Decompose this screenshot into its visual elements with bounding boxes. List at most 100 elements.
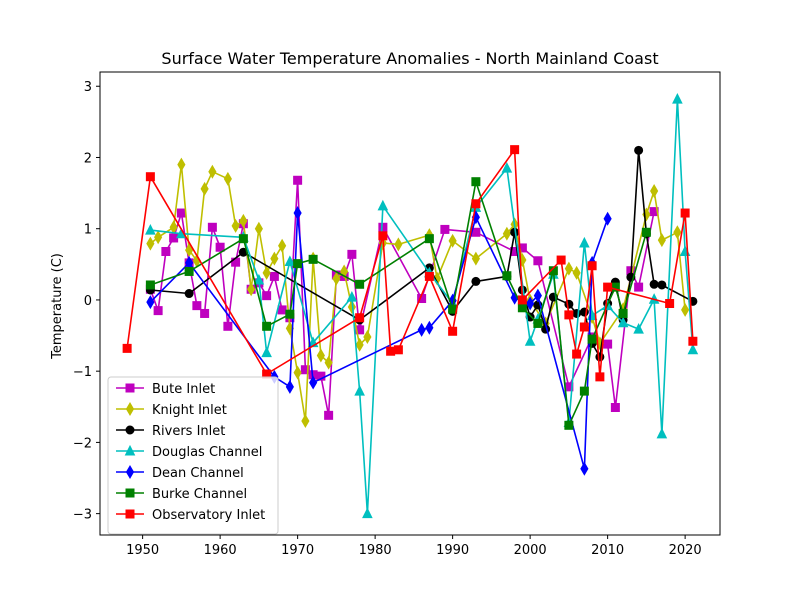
legend-label: Burke Channel [152, 487, 247, 502]
data-point-douglas-channel [362, 507, 373, 519]
data-point-bute-inlet [176, 208, 186, 218]
legend-marker [125, 488, 135, 498]
data-point-bute-inlet [277, 305, 287, 315]
data-point-knight-inlet [324, 355, 333, 370]
data-point-douglas-channel [346, 290, 358, 302]
data-point-bute-inlet [293, 175, 303, 185]
data-point-burke-channel [533, 318, 543, 328]
legend-label: Rivers Inlet [152, 424, 225, 439]
data-point-bute-inlet [300, 365, 310, 375]
legend-item-douglas-channel: Douglas Channel [116, 444, 262, 460]
data-point-douglas-channel [524, 335, 536, 346]
data-point-observatory-inlet [572, 349, 582, 359]
data-point-knight-inlet [177, 157, 186, 172]
data-point-observatory-inlet [424, 271, 434, 281]
data-point-dean-channel [417, 322, 426, 337]
data-point-douglas-channel [501, 162, 513, 173]
x-tick-label: 2000 [514, 543, 547, 558]
legend-item-observatory-inlet: Observatory Inlet [116, 508, 265, 523]
x-tick-label: 2010 [591, 543, 624, 558]
data-point-bute-inlet [269, 271, 279, 281]
series-observatory-inlet [122, 145, 698, 382]
data-point-burke-channel [471, 177, 481, 187]
data-point-burke-channel [238, 234, 248, 244]
data-point-knight-inlet [564, 261, 573, 276]
data-point-observatory-inlet [665, 299, 675, 308]
legend-marker [125, 465, 135, 479]
y-tick-label: 0 [84, 294, 92, 309]
data-point-rivers-inlet [564, 299, 574, 309]
data-point-burke-channel [564, 420, 574, 430]
data-point-burke-channel [355, 279, 365, 289]
legend: Bute Inlet Knight Inlet Rivers Inlet Dougla… [107, 376, 279, 535]
data-point-rivers-inlet [572, 308, 582, 318]
data-point-dean-channel [533, 288, 542, 303]
data-point-bute-inlet [207, 222, 217, 232]
data-point-douglas-channel [284, 255, 296, 266]
y-tick-label: 1 [84, 223, 92, 238]
data-point-douglas-channel [656, 427, 668, 439]
data-point-observatory-inlet [587, 261, 597, 271]
data-point-douglas-channel [354, 384, 365, 396]
y-tick-label: 2 [84, 151, 92, 166]
data-point-bute-inlet [355, 325, 365, 335]
legend-item-rivers-inlet: Rivers Inlet [116, 424, 225, 439]
data-point-rivers-inlet [471, 276, 481, 286]
data-point-observatory-inlet [386, 346, 396, 356]
data-point-douglas-channel [672, 92, 683, 104]
data-point-dean-channel [603, 211, 612, 226]
x-tick-label: 1960 [204, 543, 237, 558]
data-point-bute-inlet [533, 256, 543, 266]
data-point-douglas-channel [579, 236, 590, 248]
data-point-knight-inlet [208, 164, 217, 179]
data-point-knight-inlet [231, 218, 240, 233]
data-point-bute-inlet [610, 402, 620, 412]
legend-marker [125, 509, 135, 519]
data-point-observatory-inlet [595, 372, 605, 382]
legend-marker [124, 444, 136, 456]
data-point-knight-inlet [673, 225, 682, 240]
data-point-bute-inlet [603, 339, 613, 349]
series-line-observatory-inlet [126, 148, 694, 378]
series-dean-channel [146, 206, 612, 476]
data-point-burke-channel [184, 266, 194, 276]
x-tick-label: 1980 [359, 543, 392, 558]
data-point-burke-channel [262, 321, 272, 331]
y-tick-label: 3 [84, 80, 92, 95]
data-point-burke-channel [641, 227, 651, 237]
legend-item-burke-channel: Burke Channel [116, 487, 247, 502]
data-point-observatory-inlet [471, 199, 481, 209]
data-point-knight-inlet [355, 337, 364, 352]
data-point-knight-inlet [270, 251, 279, 266]
data-point-burke-channel [502, 271, 512, 281]
data-point-knight-inlet [681, 302, 690, 317]
data-point-burke-channel [587, 334, 597, 344]
x-tick-label: 1950 [126, 543, 159, 558]
data-point-knight-inlet [502, 226, 511, 241]
data-point-burke-channel [618, 308, 628, 318]
data-point-dean-channel [146, 295, 155, 310]
data-point-observatory-inlet [378, 231, 388, 241]
data-point-knight-inlet [247, 282, 256, 297]
data-point-bute-inlet [324, 410, 334, 420]
data-point-observatory-inlet [393, 345, 403, 355]
legend-item-bute-inlet: Bute Inlet [116, 382, 215, 397]
data-point-bute-inlet [153, 306, 163, 316]
data-point-observatory-inlet [448, 326, 458, 336]
data-point-burke-channel [548, 266, 558, 276]
series-line-dean-channel [149, 212, 609, 470]
data-point-observatory-inlet [355, 313, 365, 323]
chart-title: Surface Water Temperature Anomalies - No… [161, 49, 658, 68]
data-point-dean-channel [526, 296, 535, 311]
data-point-dean-channel [580, 461, 589, 476]
data-point-burke-channel [145, 280, 155, 290]
data-point-bute-inlet [634, 282, 644, 292]
data-point-observatory-inlet [688, 336, 698, 346]
series-knight-inlet [146, 157, 690, 429]
y-tick-label: −3 [73, 508, 92, 523]
legend-item-dean-channel: Dean Channel [116, 465, 244, 481]
data-point-rivers-inlet [184, 289, 194, 299]
data-point-knight-inlet [471, 251, 480, 266]
data-point-bute-inlet [192, 301, 202, 311]
data-point-observatory-inlet [510, 145, 520, 155]
